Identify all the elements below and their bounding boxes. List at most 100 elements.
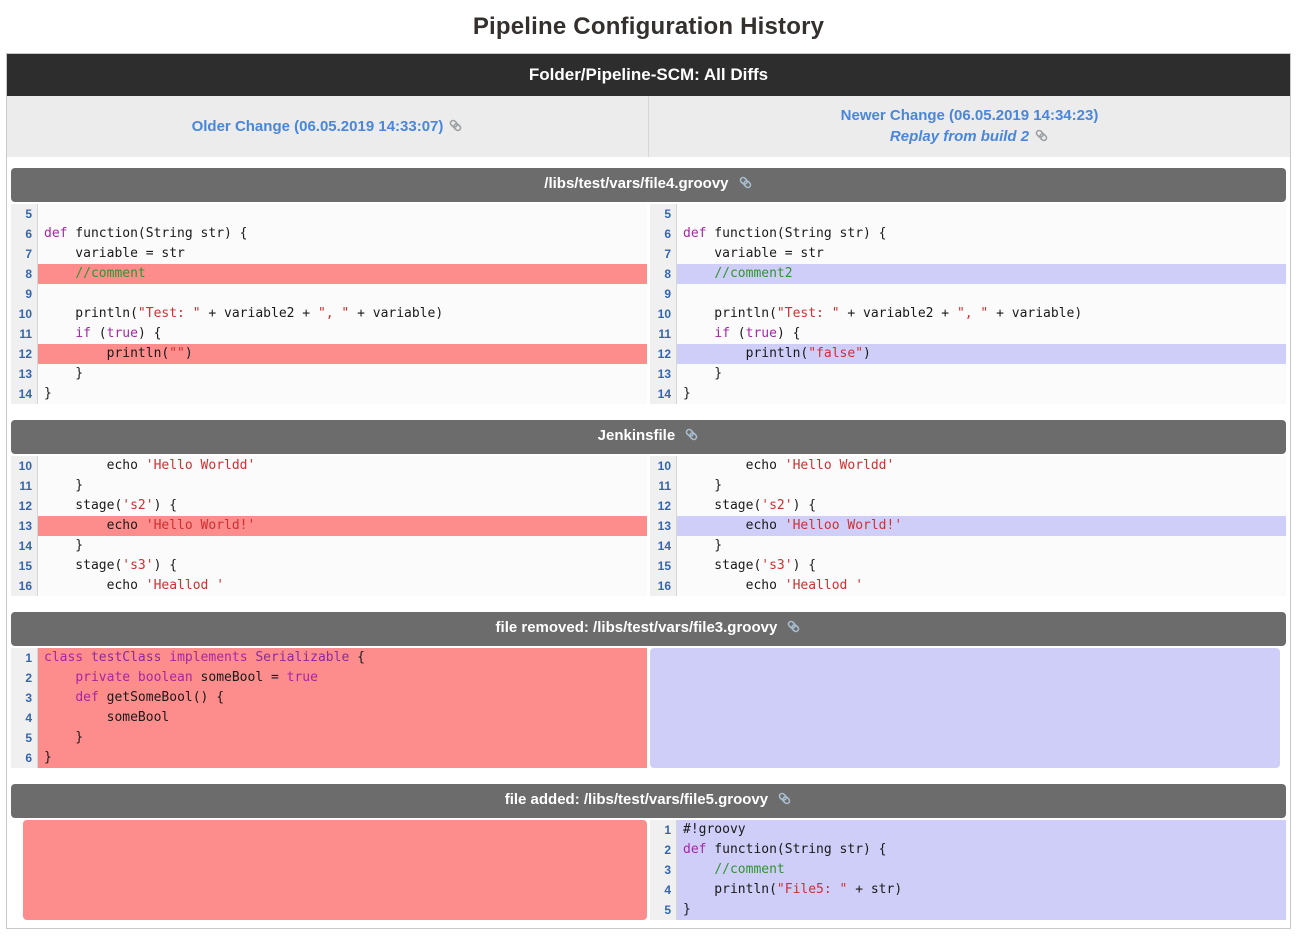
diff-line: 4 someBool xyxy=(11,708,647,728)
code-line: //comment xyxy=(677,860,1286,880)
diff-line: 2 def function(String str) { xyxy=(650,840,1286,860)
line-number: 11 xyxy=(650,476,677,496)
code-line: } xyxy=(677,384,1286,404)
code-line: println("File5: " + str) xyxy=(677,880,1286,900)
diff-line: 4 println("File5: " + str) xyxy=(650,880,1286,900)
code-line: stage('s2') { xyxy=(677,496,1286,516)
line-number: 10 xyxy=(650,304,677,324)
diff-line: 12 println("false") xyxy=(650,344,1286,364)
code-line: echo 'Hello Worldd' xyxy=(677,456,1286,476)
line-number: 9 xyxy=(650,284,677,304)
code-line: def function(String str) { xyxy=(38,224,647,244)
line-number: 5 xyxy=(650,204,677,224)
code-line: variable = str xyxy=(38,244,647,264)
link-icon[interactable] xyxy=(684,427,699,447)
line-number: 12 xyxy=(650,344,677,364)
diff-line: 1 #!groovy xyxy=(650,820,1286,840)
diff-line: 10 println("Test: " + variable2 + ", " +… xyxy=(11,304,647,324)
section-title: /libs/test/vars/file4.groovy xyxy=(544,175,733,192)
line-number: 12 xyxy=(11,496,38,516)
diff-line: 8 //comment xyxy=(11,264,647,284)
line-number: 9 xyxy=(11,284,38,304)
line-number: 14 xyxy=(650,384,677,404)
line-number: 4 xyxy=(650,880,677,900)
older-change-link[interactable]: Older Change (06.05.2019 14:33:07) xyxy=(191,117,444,135)
diff-left: 10 echo 'Hello Worldd' 11 } 12 stage('s2')… xyxy=(11,456,647,596)
code-line: } xyxy=(38,364,647,384)
line-number: 7 xyxy=(650,244,677,264)
diff-line: 6 def function(String str) { xyxy=(11,224,647,244)
line-number: 7 xyxy=(11,244,38,264)
diff-line: 5 xyxy=(650,204,1286,224)
line-number: 13 xyxy=(11,516,38,536)
code-line: def function(String str) { xyxy=(677,224,1286,244)
code-line: stage('s3') { xyxy=(38,556,647,576)
diff-line: 14} xyxy=(11,384,647,404)
code-line: if (true) { xyxy=(38,324,647,344)
code-line: if (true) { xyxy=(677,324,1286,344)
line-number: 12 xyxy=(11,344,38,364)
diff-body: 1 class testClass implements Serializable… xyxy=(11,648,1286,768)
code-line: println("Test: " + variable2 + ", " + va… xyxy=(38,304,647,324)
diff-line: 11 } xyxy=(11,476,647,496)
link-icon[interactable] xyxy=(448,118,463,138)
diff-line: 14 } xyxy=(11,536,647,556)
diff-line: 6} xyxy=(11,748,647,768)
line-number: 16 xyxy=(11,576,38,596)
diff-right xyxy=(650,648,1286,768)
line-number: 1 xyxy=(11,648,38,668)
diff-line: 5 } xyxy=(11,728,647,748)
diff-line: 12 stage('s2') { xyxy=(11,496,647,516)
section-header: Jenkinsfile xyxy=(11,420,1286,454)
replay-link[interactable]: Replay from build 2 xyxy=(889,128,1030,145)
line-number: 11 xyxy=(11,476,38,496)
diff-line: 13 echo 'Hello World!' xyxy=(11,516,647,536)
diff-line: 13 } xyxy=(11,364,647,384)
diff-line: 13 echo 'Helloo World!' xyxy=(650,516,1286,536)
line-number: 12 xyxy=(650,496,677,516)
code-line: println("Test: " + variable2 + ", " + va… xyxy=(677,304,1286,324)
code-line xyxy=(677,284,1286,304)
link-icon[interactable] xyxy=(738,175,753,195)
code-line: echo 'Hello World!' xyxy=(38,516,647,536)
diff-line: 16 echo 'Heallod ' xyxy=(11,576,647,596)
line-number: 1 xyxy=(650,820,677,840)
line-number: 6 xyxy=(650,224,677,244)
diff-line: 13 } xyxy=(650,364,1286,384)
line-number: 10 xyxy=(650,456,677,476)
link-icon[interactable] xyxy=(777,791,792,811)
line-number: 14 xyxy=(650,536,677,556)
code-line: } xyxy=(38,748,647,768)
line-number: 11 xyxy=(650,324,677,344)
diff-body: 1 #!groovy 2 def function(String str) {3 //… xyxy=(11,820,1286,920)
code-line xyxy=(38,284,647,304)
line-number: 2 xyxy=(650,840,677,860)
link-icon[interactable] xyxy=(1034,128,1049,148)
diff-line: 14} xyxy=(650,384,1286,404)
diff-line: 11 if (true) { xyxy=(650,324,1286,344)
diff-body: 5 6 def function(String str) {7 variable =… xyxy=(11,204,1286,404)
code-line: stage('s2') { xyxy=(38,496,647,516)
line-number: 15 xyxy=(11,556,38,576)
line-number: 11 xyxy=(11,324,38,344)
code-line: } xyxy=(677,900,1286,920)
diff-line: 12 stage('s2') { xyxy=(650,496,1286,516)
code-line: println("") xyxy=(38,344,647,364)
code-line xyxy=(677,204,1286,224)
diff-body: 10 echo 'Hello Worldd' 11 } 12 stage('s2')… xyxy=(11,456,1286,596)
diff-line: 2 private boolean someBool = true xyxy=(11,668,647,688)
link-icon[interactable] xyxy=(786,619,801,639)
line-number: 6 xyxy=(11,224,38,244)
code-line: echo 'Helloo World!' xyxy=(677,516,1286,536)
line-number: 5 xyxy=(650,900,677,920)
line-number: 10 xyxy=(11,456,38,476)
file-diff-section: file removed: /libs/test/vars/file3.groo… xyxy=(11,612,1286,768)
line-number: 8 xyxy=(650,264,677,284)
line-number: 10 xyxy=(11,304,38,324)
diff-left: 1 class testClass implements Serializable… xyxy=(11,648,647,768)
diff-line: 14 } xyxy=(650,536,1286,556)
line-number: 8 xyxy=(11,264,38,284)
code-line: } xyxy=(38,536,647,556)
diff-sections: /libs/test/vars/file4.groovy 5 6 def funct… xyxy=(7,157,1290,920)
newer-change-link[interactable]: Newer Change (06.05.2019 14:34:23) xyxy=(840,107,1099,124)
